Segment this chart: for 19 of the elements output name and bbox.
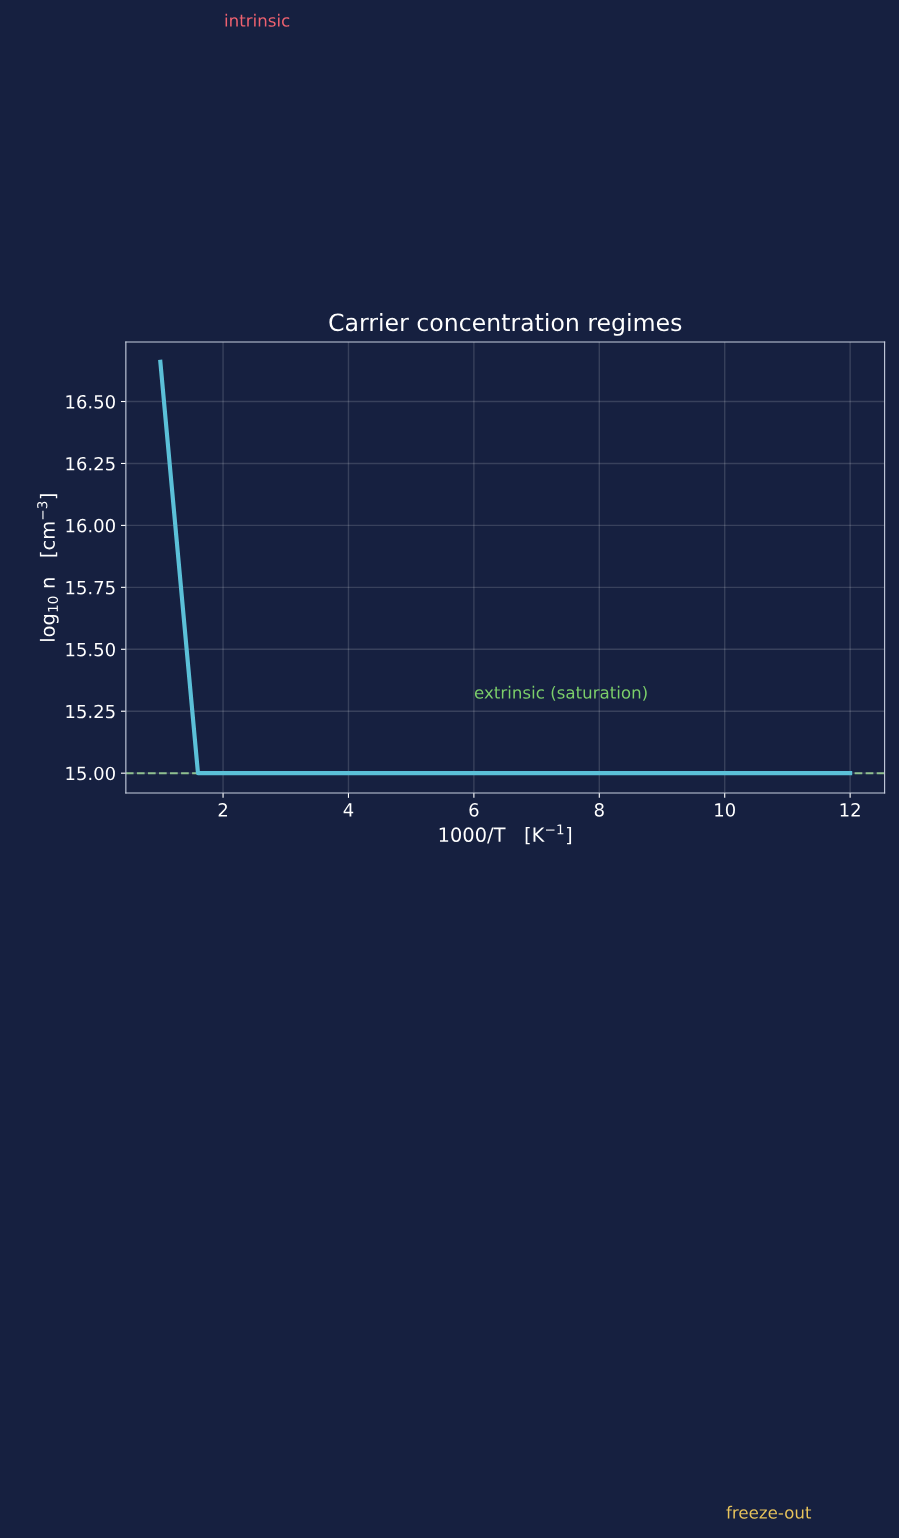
y-tick-label: 16.25 bbox=[66, 456, 115, 471]
x-tick-label: 4 bbox=[343, 803, 354, 817]
chart-title: Carrier concentration regimes bbox=[329, 313, 682, 336]
x-tick-label: 6 bbox=[469, 803, 479, 817]
x-tick-label: 8 bbox=[594, 803, 604, 817]
x-tick-label: 2 bbox=[218, 803, 227, 817]
text: freeze-out bbox=[726, 1505, 812, 1519]
y-axis-title: log$_{10}$ n [cm$^{−3}$] bbox=[37, 494, 59, 641]
y-tick-label: 15.50 bbox=[66, 642, 115, 657]
y-tick-label: 15.25 bbox=[66, 704, 115, 719]
annotation: extrinsic (saturation) bbox=[474, 685, 647, 701]
text: intrinsic bbox=[225, 13, 290, 27]
x-axis-title: 1000/T [K$^{−1}$] bbox=[439, 824, 572, 845]
y-tick-label: 16.50 bbox=[66, 394, 115, 409]
x-tick-label: 10 bbox=[715, 803, 735, 817]
y-tick-label: 15.75 bbox=[66, 581, 115, 595]
y-tick-label: 16.00 bbox=[66, 518, 115, 533]
y-tick-label: 15.00 bbox=[66, 766, 115, 781]
x-tick-label: 12 bbox=[840, 803, 860, 817]
